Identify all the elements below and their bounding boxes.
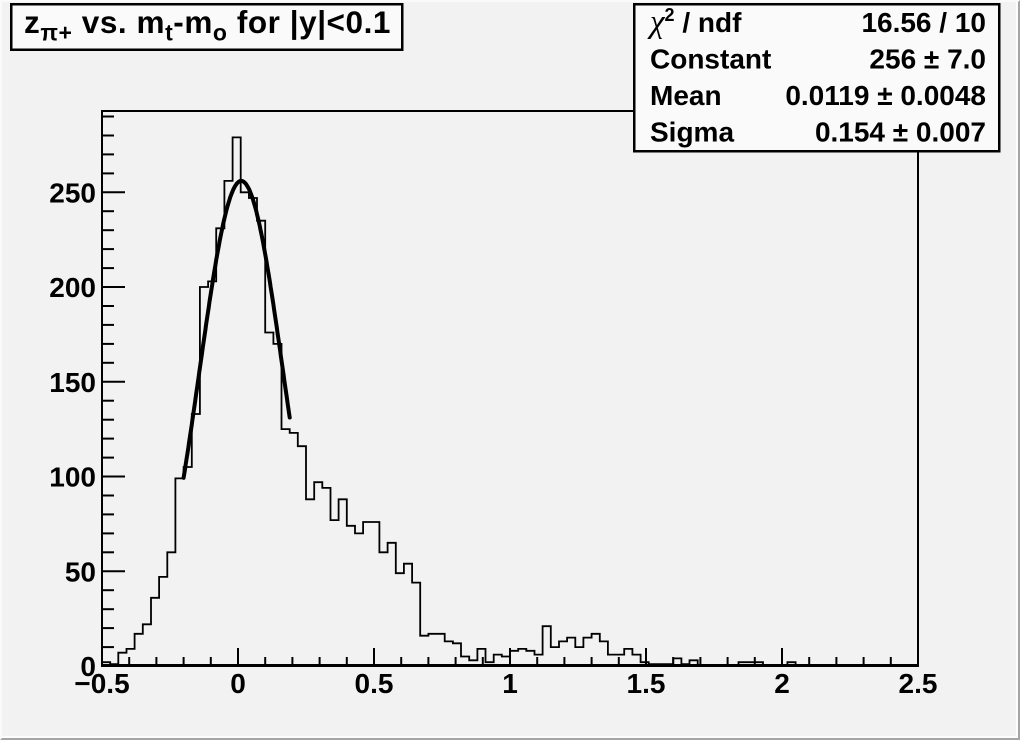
- svg-text:1.5: 1.5: [627, 668, 666, 699]
- svg-text:0.0119 ± 0.0048: 0.0119 ± 0.0048: [785, 80, 986, 111]
- svg-text:2: 2: [774, 668, 790, 699]
- svg-text:0: 0: [230, 668, 246, 699]
- svg-text:50: 50: [65, 556, 96, 587]
- svg-text:200: 200: [49, 272, 96, 303]
- svg-text:1: 1: [502, 668, 518, 699]
- svg-text:Constant: Constant: [650, 44, 771, 75]
- svg-text:χ2 / ndf: χ2 / ndf: [647, 4, 742, 40]
- svg-text:0.5: 0.5: [355, 668, 394, 699]
- svg-text:2.5: 2.5: [899, 668, 938, 699]
- svg-text:150: 150: [49, 367, 96, 398]
- svg-text:zπ+ vs. mt-mo for |y|<0.1: zπ+ vs. mt-mo for |y|<0.1: [24, 4, 391, 46]
- svg-text:0: 0: [80, 651, 96, 682]
- svg-text:−0.5: −0.5: [74, 668, 129, 699]
- svg-text:Sigma: Sigma: [650, 117, 734, 148]
- svg-text:Mean: Mean: [650, 80, 722, 111]
- svg-text:256 ± 7.0: 256 ± 7.0: [869, 44, 986, 75]
- svg-text:100: 100: [49, 462, 96, 493]
- svg-text:16.56 / 10: 16.56 / 10: [861, 7, 986, 38]
- svg-text:0.154 ± 0.007: 0.154 ± 0.007: [815, 117, 986, 148]
- svg-text:250: 250: [49, 177, 96, 208]
